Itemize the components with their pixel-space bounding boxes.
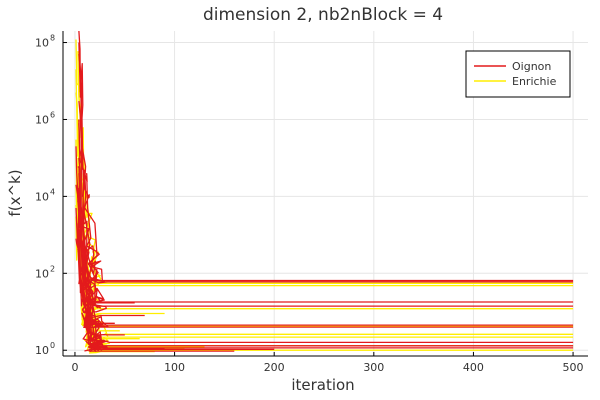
y-axis-label: f(x^k) bbox=[6, 169, 24, 216]
x-axis-label: iteration bbox=[291, 376, 354, 394]
x-tick-label: 300 bbox=[363, 361, 384, 374]
axes bbox=[62, 31, 588, 357]
x-tick-label: 0 bbox=[71, 361, 78, 374]
y-tick-exponent: 0 bbox=[50, 341, 55, 350]
legend-label: Enrichie bbox=[512, 75, 557, 88]
chart-title: dimension 2, nb2nBlock = 4 bbox=[203, 5, 443, 25]
y-tick-label: 10 bbox=[35, 190, 49, 203]
y-tick-label: 10 bbox=[35, 113, 49, 126]
x-ticks: 0 100 200 300 400 500 bbox=[71, 352, 584, 374]
x-tick-label: 500 bbox=[563, 361, 584, 374]
x-tick-label: 200 bbox=[264, 361, 285, 374]
x-tick-label: 100 bbox=[164, 361, 185, 374]
legend-box bbox=[465, 50, 571, 98]
legend-label: Oignon bbox=[512, 60, 551, 73]
series-line-oignon bbox=[77, 187, 107, 313]
y-tick-exponent: 8 bbox=[50, 34, 55, 43]
y-tick-label: 10 bbox=[35, 344, 49, 357]
y-tick-exponent: 6 bbox=[50, 110, 55, 119]
y-tick-label: 10 bbox=[35, 37, 49, 50]
series-line-oignon bbox=[78, 254, 108, 351]
legend: Oignon Enrichie bbox=[465, 50, 571, 98]
x-tick-label: 400 bbox=[463, 361, 484, 374]
y-tick-exponent: 4 bbox=[50, 187, 55, 196]
y-tick-exponent: 2 bbox=[50, 264, 55, 273]
series-layer bbox=[75, 30, 574, 354]
series-line-oignon bbox=[78, 119, 235, 352]
y-tick-label: 10 bbox=[35, 267, 49, 280]
